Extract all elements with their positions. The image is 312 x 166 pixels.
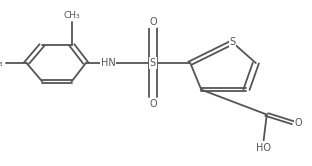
Text: O: O bbox=[149, 17, 157, 27]
Text: O: O bbox=[149, 99, 157, 109]
Text: HN: HN bbox=[101, 58, 115, 68]
Text: HO: HO bbox=[256, 143, 271, 153]
Text: O: O bbox=[295, 118, 302, 128]
Text: CH₃: CH₃ bbox=[0, 59, 3, 68]
Text: S: S bbox=[150, 58, 156, 68]
Text: CH₃: CH₃ bbox=[63, 11, 80, 20]
Text: S: S bbox=[229, 37, 236, 47]
